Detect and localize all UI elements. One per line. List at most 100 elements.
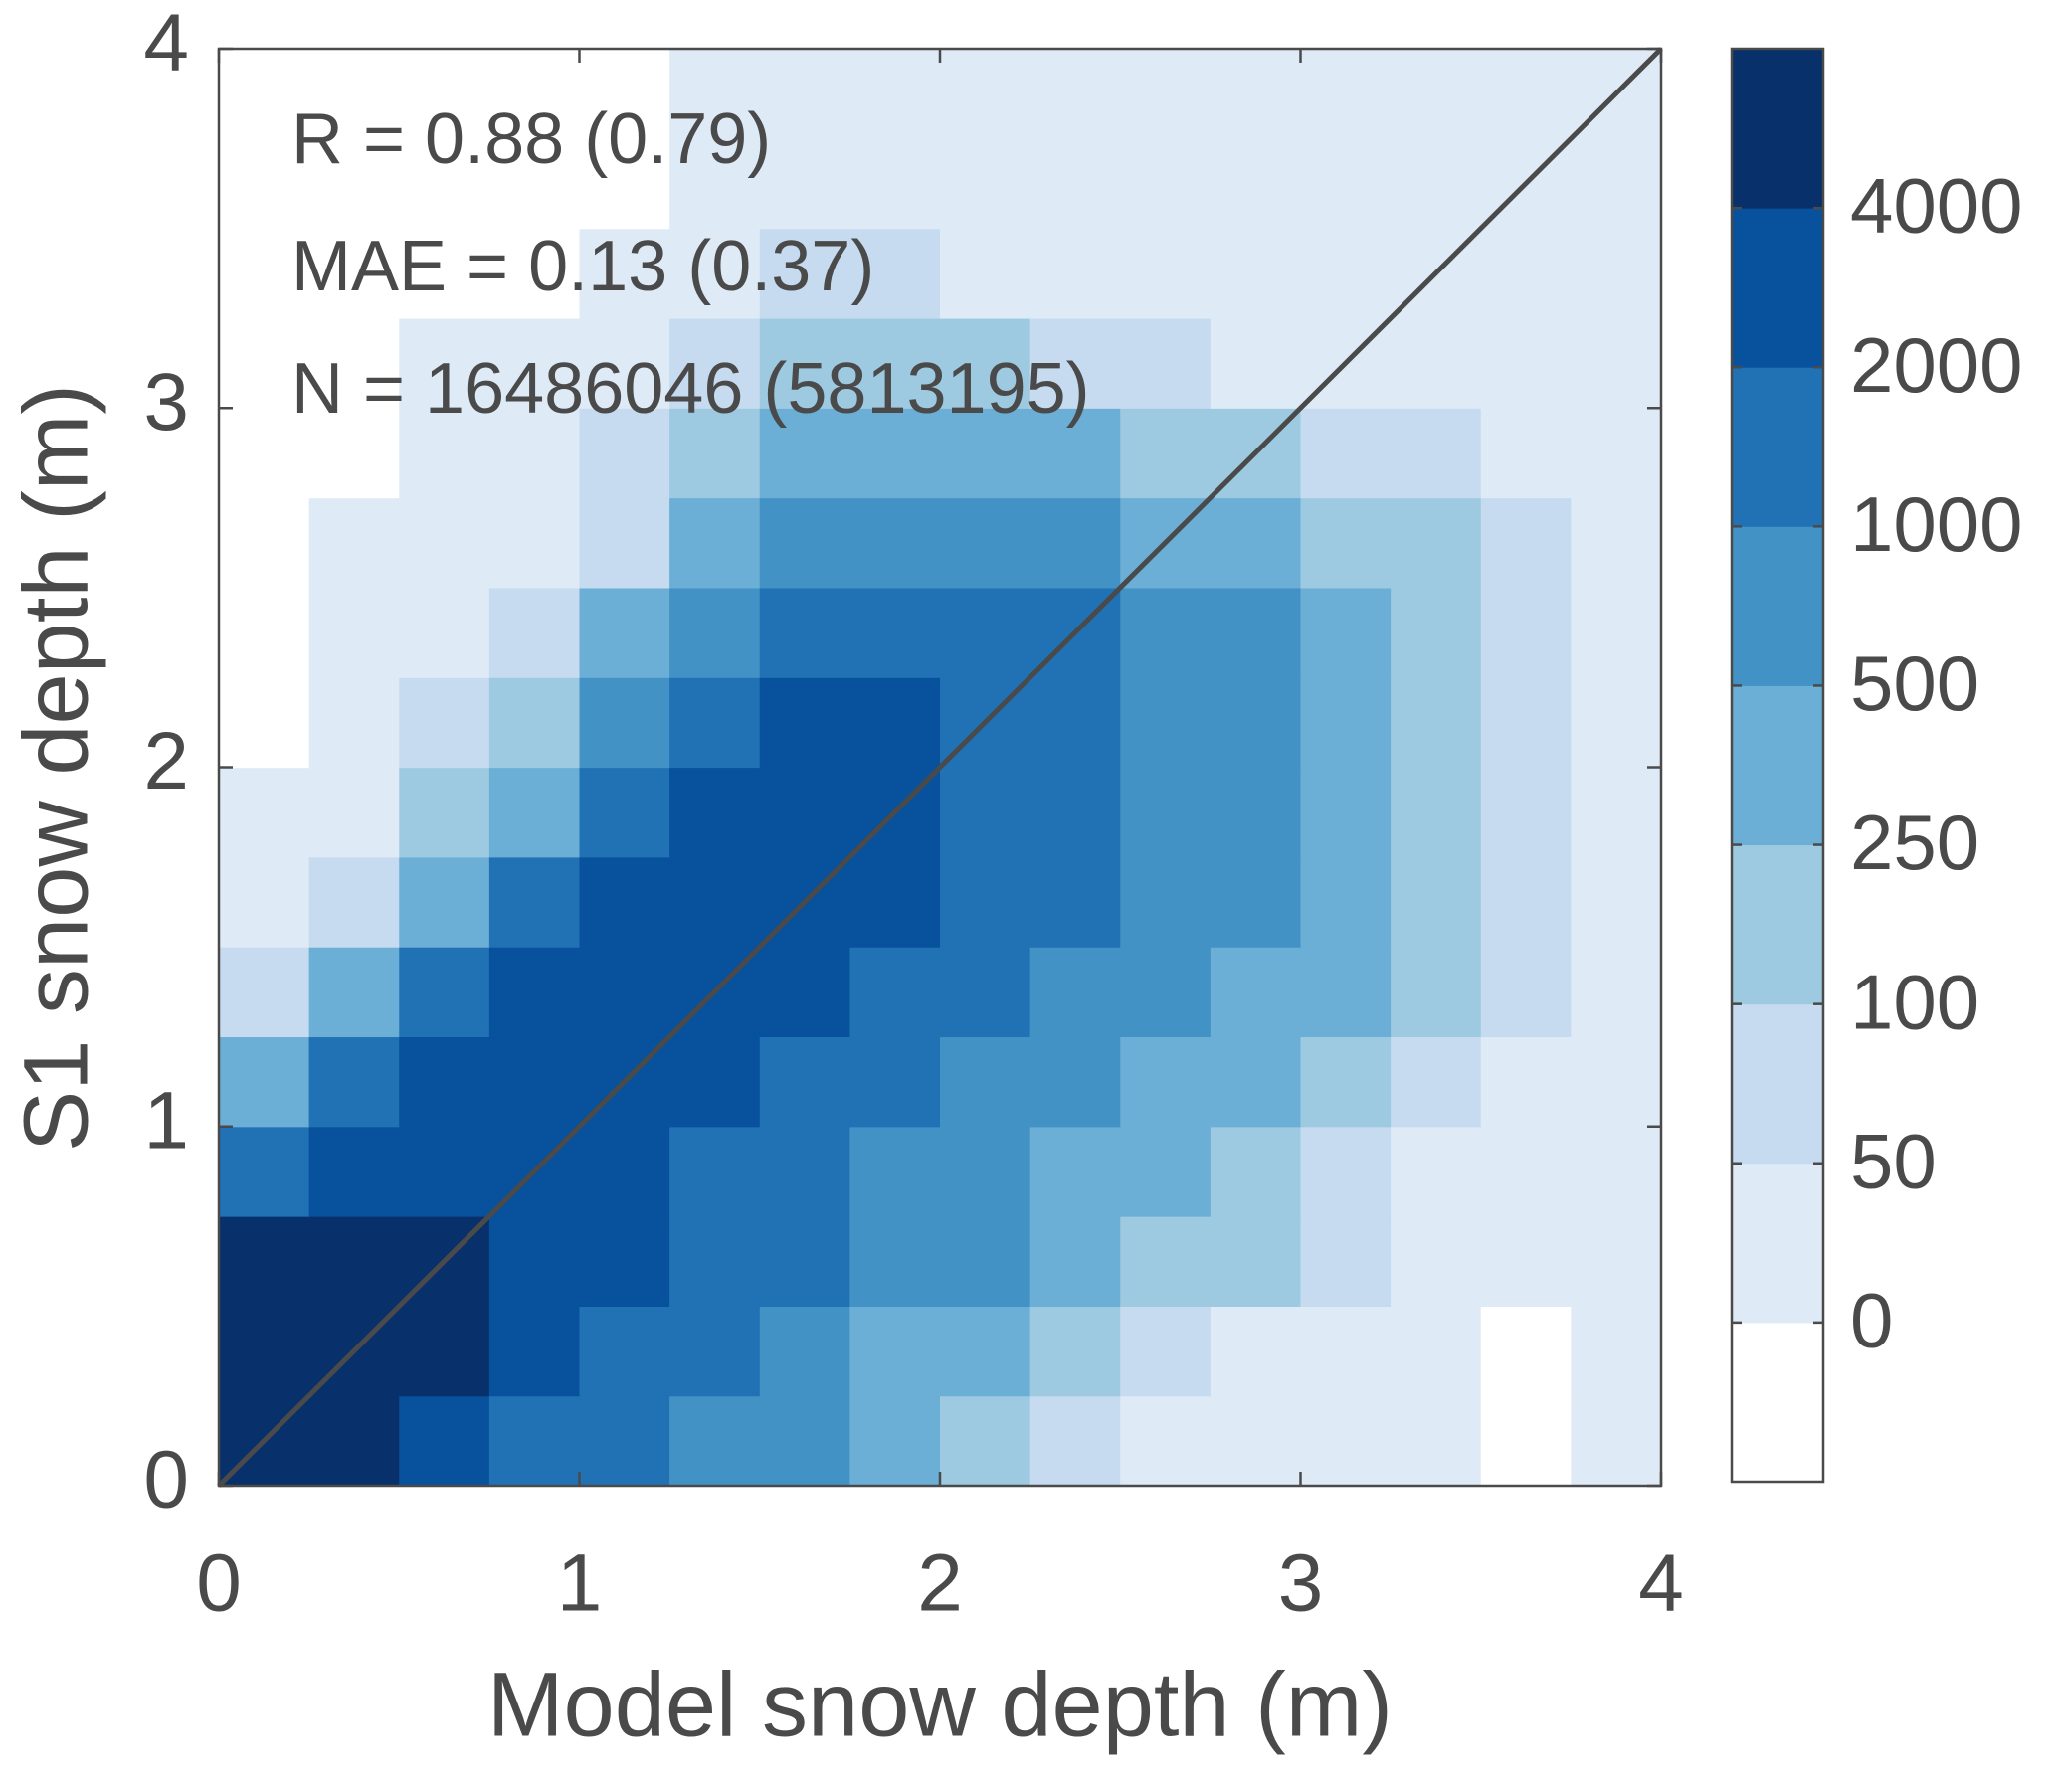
cell bbox=[1480, 1216, 1572, 1307]
cell bbox=[1029, 856, 1121, 948]
cell bbox=[940, 767, 1031, 858]
cell bbox=[308, 677, 400, 769]
cell bbox=[1300, 856, 1392, 948]
colorbar-tick-label: 50 bbox=[1850, 1117, 1937, 1204]
cell bbox=[1571, 1036, 1662, 1128]
cell bbox=[669, 1306, 761, 1397]
cell bbox=[849, 677, 941, 769]
cell bbox=[1029, 138, 1121, 230]
cell bbox=[1391, 1036, 1482, 1128]
cell bbox=[1029, 947, 1121, 1038]
cell bbox=[1120, 228, 1212, 319]
cell bbox=[940, 408, 1031, 499]
colorbar-tick-label: 0 bbox=[1850, 1276, 1893, 1363]
cell bbox=[579, 1395, 670, 1487]
colorbar-band bbox=[1732, 526, 1823, 686]
cell bbox=[488, 677, 581, 769]
cell bbox=[1391, 138, 1482, 230]
cell bbox=[1480, 1306, 1572, 1397]
cell bbox=[669, 1216, 761, 1307]
cell bbox=[219, 1036, 310, 1128]
colorbar-band bbox=[1732, 367, 1823, 527]
cell bbox=[1210, 1126, 1302, 1217]
cell bbox=[308, 497, 400, 589]
cell bbox=[1480, 587, 1572, 678]
cell bbox=[488, 587, 581, 678]
cell bbox=[1300, 1126, 1392, 1217]
cell bbox=[579, 767, 670, 858]
cell bbox=[1300, 1036, 1392, 1128]
cell bbox=[1120, 1306, 1212, 1397]
cell bbox=[1120, 1395, 1212, 1487]
cell bbox=[1300, 947, 1392, 1038]
cell bbox=[1571, 856, 1662, 948]
cell bbox=[1300, 497, 1392, 589]
cell bbox=[1210, 1036, 1302, 1128]
colorbar-band bbox=[1732, 685, 1823, 846]
cell bbox=[1029, 1306, 1121, 1397]
cell bbox=[488, 767, 581, 858]
cell bbox=[940, 49, 1031, 139]
cell bbox=[940, 497, 1031, 589]
cell bbox=[1391, 677, 1482, 769]
cell bbox=[940, 1216, 1031, 1307]
cell bbox=[759, 677, 850, 769]
cell bbox=[759, 49, 850, 139]
cell bbox=[219, 49, 310, 139]
cell bbox=[219, 677, 310, 769]
cell bbox=[1480, 228, 1572, 319]
cell bbox=[579, 497, 670, 589]
cell bbox=[579, 228, 670, 319]
cell bbox=[849, 228, 941, 319]
cell bbox=[1300, 1306, 1392, 1397]
cell bbox=[1210, 138, 1302, 230]
cell bbox=[308, 947, 400, 1038]
cell bbox=[399, 49, 490, 139]
x-axis-label: Model snow depth (m) bbox=[487, 1654, 1393, 1755]
cell bbox=[940, 856, 1031, 948]
cell bbox=[1300, 587, 1392, 678]
cell bbox=[1210, 1306, 1302, 1397]
cell bbox=[940, 317, 1031, 409]
cell bbox=[1029, 497, 1121, 589]
cell bbox=[1391, 1126, 1482, 1217]
cell bbox=[488, 138, 581, 230]
cell bbox=[849, 408, 941, 499]
cell bbox=[1571, 767, 1662, 858]
cell bbox=[1120, 856, 1212, 948]
cell bbox=[1571, 947, 1662, 1038]
cell bbox=[759, 587, 850, 678]
cell bbox=[308, 228, 400, 319]
cell bbox=[669, 856, 761, 948]
cell bbox=[399, 587, 490, 678]
cell bbox=[219, 228, 310, 319]
cell bbox=[579, 1216, 670, 1307]
cell bbox=[759, 408, 850, 499]
cell bbox=[1210, 1395, 1302, 1487]
cell bbox=[1571, 1306, 1662, 1397]
colorbar-tick-label: 250 bbox=[1850, 799, 1979, 886]
cell bbox=[849, 1036, 941, 1128]
cell bbox=[1480, 856, 1572, 948]
cell bbox=[579, 317, 670, 409]
cell bbox=[1120, 1216, 1212, 1307]
cell bbox=[940, 1306, 1031, 1397]
cell bbox=[219, 138, 310, 230]
cell bbox=[1210, 587, 1302, 678]
cell bbox=[849, 1216, 941, 1307]
cell bbox=[1210, 497, 1302, 589]
cell bbox=[759, 138, 850, 230]
cell bbox=[219, 856, 310, 948]
annotation: MAE = 0.13 (0.37) bbox=[291, 227, 874, 306]
cell bbox=[1300, 677, 1392, 769]
cell bbox=[1210, 677, 1302, 769]
cell bbox=[1120, 408, 1212, 499]
cell bbox=[219, 767, 310, 858]
cell bbox=[1210, 228, 1302, 319]
cell bbox=[219, 1306, 310, 1397]
cell bbox=[940, 228, 1031, 319]
cell bbox=[1571, 587, 1662, 678]
cell bbox=[1480, 1036, 1572, 1128]
cell bbox=[399, 408, 490, 499]
cell bbox=[1300, 228, 1392, 319]
